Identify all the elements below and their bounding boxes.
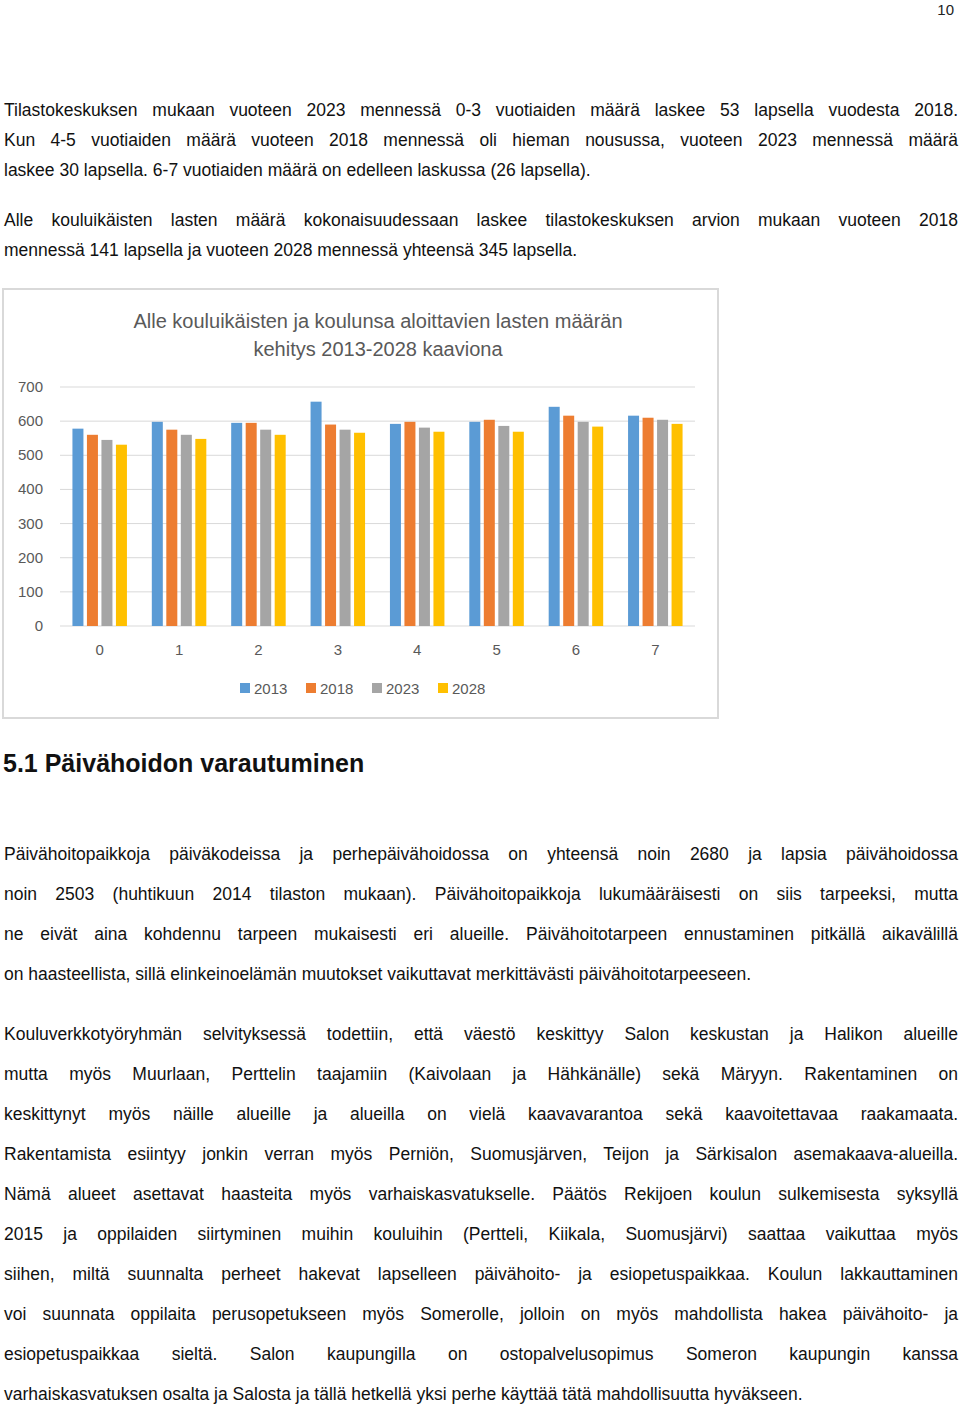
text-line: keskittynyt myös näille alueille ja alue… — [4, 1103, 958, 1125]
text-line: esiopetuspaikkaa sieltä. Salon kaupungil… — [4, 1343, 958, 1365]
bar — [592, 427, 603, 626]
bar — [433, 432, 444, 626]
chart: Alle kouluikäisten ja koulunsa aloittavi… — [0, 0, 960, 1406]
y-tick-label: 500 — [18, 446, 43, 463]
bar — [87, 435, 98, 626]
bar — [354, 433, 365, 626]
text-line: siihen, miltä suunnalta perheet hakevat … — [4, 1263, 958, 1285]
bar — [72, 429, 83, 626]
x-tick-label: 0 — [96, 641, 104, 658]
x-tick-label: 2 — [254, 641, 262, 658]
y-tick-label: 200 — [18, 549, 43, 566]
bar — [419, 428, 430, 626]
bar — [643, 418, 654, 626]
text-line: Päivähoitopaikkoja päiväkodeissa ja perh… — [4, 843, 958, 865]
legend-swatch — [438, 683, 448, 693]
text-line: Nämä alueet asettavat haasteita myös var… — [4, 1183, 958, 1205]
bar — [513, 432, 524, 626]
x-tick-label: 4 — [413, 641, 421, 658]
bar — [275, 435, 286, 626]
text-line: Alle kouluikäisten lasten määrä kokonais… — [4, 209, 958, 231]
bar — [152, 422, 163, 626]
page: 10Tilastokeskuksen mukaan vuoteen 2023 m… — [0, 0, 960, 1406]
section-heading: 5.1 Päivähoidon varautuminen — [3, 748, 364, 778]
bar — [578, 422, 589, 626]
text-line: Tilastokeskuksen mukaan vuoteen 2023 men… — [4, 99, 958, 121]
legend-swatch — [240, 683, 250, 693]
x-tick-label: 3 — [334, 641, 342, 658]
text-line: mutta myös Muurlaan, Perttelin taajamiin… — [4, 1063, 958, 1085]
chart-frame — [3, 289, 718, 718]
text-line: varhaiskasvatuksen osalta ja Salosta ja … — [4, 1383, 958, 1405]
bar — [498, 426, 509, 626]
x-tick-label: 7 — [651, 641, 659, 658]
bar — [325, 425, 336, 626]
bar — [195, 439, 206, 626]
text-line: Kun 4-5 vuotiaiden määrä vuoteen 2018 me… — [4, 129, 958, 151]
text-line: Rakentamista esiintyy jonkin verran myös… — [4, 1143, 958, 1165]
bar — [231, 423, 242, 626]
page-number: 10 — [937, 0, 954, 20]
y-tick-label: 0 — [35, 617, 43, 634]
bar — [628, 416, 639, 626]
x-tick-label: 5 — [492, 641, 500, 658]
text-line: noin 2503 (huhtikuun 2014 tilaston mukaa… — [4, 883, 958, 905]
bar — [657, 420, 668, 626]
y-tick-label: 400 — [18, 480, 43, 497]
bar — [260, 430, 271, 626]
legend-swatch — [372, 683, 382, 693]
grid-line — [60, 421, 695, 422]
legend-swatch — [306, 683, 316, 693]
bar — [563, 416, 574, 626]
bars — [72, 402, 682, 626]
text-line: Kouluverkkotyöryhmän selvityksessä todet… — [4, 1023, 958, 1045]
bar — [166, 430, 177, 626]
text-line: 2015 ja oppilaiden siirtyminen muihin ko… — [4, 1223, 958, 1245]
bar — [181, 435, 192, 626]
x-tick-label: 6 — [572, 641, 580, 658]
text-line: laskee 30 lapsella. 6-7 vuotiaiden määrä… — [4, 159, 958, 181]
bar — [101, 440, 112, 626]
text-line: ne eivät aina kohdennu tarpeen mukaisest… — [4, 923, 958, 945]
legend-label: 2013 — [254, 680, 287, 697]
bar — [549, 407, 560, 626]
y-tick-label: 700 — [18, 378, 43, 395]
bar — [246, 423, 257, 626]
bar — [311, 402, 322, 626]
bar — [469, 422, 480, 626]
y-tick-label: 600 — [18, 412, 43, 429]
x-tick-label: 1 — [175, 641, 183, 658]
legend-label: 2023 — [386, 680, 419, 697]
bar — [672, 424, 683, 626]
y-tick-label: 300 — [18, 515, 43, 532]
y-tick-label: 100 — [18, 583, 43, 600]
legend-label: 2018 — [320, 680, 353, 697]
bar — [340, 430, 351, 626]
bar — [390, 424, 401, 626]
chart-title: Alle kouluikäisten ja koulunsa aloittavi… — [133, 310, 622, 360]
bar — [404, 422, 415, 626]
legend-label: 2028 — [452, 680, 485, 697]
bar — [484, 420, 495, 626]
text-line: on haasteellista, sillä elinkeinoelämän … — [4, 963, 958, 985]
bar — [116, 445, 127, 626]
grid-line — [60, 387, 695, 388]
text-line: voi suunnata oppilaita perusopetukseen m… — [4, 1303, 958, 1325]
text-line: mennessä 141 lapsella ja vuoteen 2028 me… — [4, 239, 958, 261]
